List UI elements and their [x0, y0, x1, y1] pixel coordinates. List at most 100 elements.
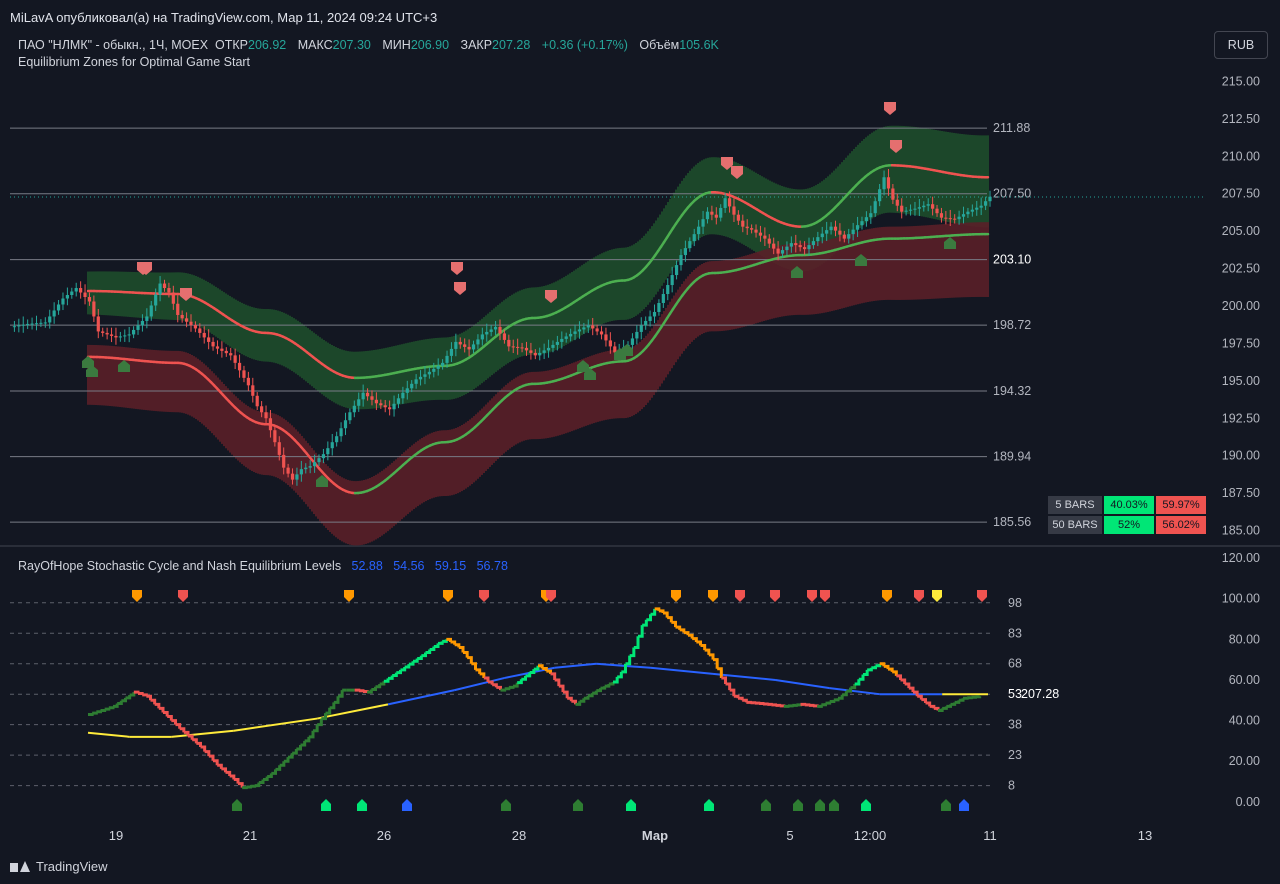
stochastic-step: [279, 761, 286, 767]
candle-body: [820, 233, 824, 238]
stochastic-step: [829, 699, 836, 703]
stochastic-step: [200, 745, 207, 752]
candle-body: [860, 221, 864, 226]
stochastic-step: [117, 700, 123, 706]
nash-line-segment: [316, 703, 389, 720]
stochastic-step: [529, 669, 536, 675]
candle-body: [326, 448, 330, 455]
x-tick-label: 12:00: [854, 828, 887, 843]
candle-body: [900, 205, 904, 212]
cycle-bottom-icon: [793, 799, 803, 811]
candle-body: [776, 248, 780, 254]
stochastic-step: [325, 707, 332, 715]
stochastic-step: [871, 665, 877, 670]
indicator1-title[interactable]: Equilibrium Zones for Optimal Game Start: [18, 55, 251, 69]
stochastic-step: [967, 696, 973, 700]
stochastic-step: [500, 688, 507, 692]
stochastic-step: [488, 680, 494, 685]
candle-body: [193, 325, 198, 329]
stochastic-step: [188, 734, 194, 740]
buy-signal-icon: [944, 237, 956, 249]
stochastic-step: [817, 704, 823, 708]
candle-body: [904, 210, 908, 212]
buy-signal-icon: [577, 360, 589, 372]
stochastic-step: [821, 703, 827, 707]
level-label: 211.88: [993, 121, 1030, 135]
candle-body: [335, 436, 339, 443]
stochastic-step: [171, 719, 177, 725]
y-tick-label: 0.00: [1236, 795, 1260, 809]
sell-signal-icon: [451, 262, 463, 275]
stochastic-step: [208, 754, 215, 761]
stats-down: 59.97%: [1156, 496, 1206, 514]
indicator2-value-2: 54.56: [393, 559, 425, 573]
x-tick-label: 11: [983, 828, 997, 843]
candle-body: [780, 250, 785, 254]
stochastic-step: [421, 652, 427, 658]
candle-body: [714, 214, 718, 218]
stochastic-step: [358, 689, 365, 693]
candle-body: [242, 370, 246, 378]
candle-body: [935, 208, 939, 214]
candle-body: [48, 316, 52, 323]
tradingview-logo-icon: [10, 860, 30, 873]
footer-brand[interactable]: TradingView: [10, 859, 108, 874]
candle-body: [908, 209, 913, 211]
candle-body: [101, 331, 105, 333]
candle-body: [339, 428, 343, 437]
y-tick-label: 187.50: [1222, 486, 1260, 500]
nash-level-label: 98: [1008, 596, 1022, 610]
stochastic-step: [167, 715, 173, 721]
cycle-top-icon: [132, 590, 142, 602]
candle-body: [343, 420, 348, 429]
stochastic-step: [971, 695, 977, 699]
stochastic-step: [121, 697, 127, 703]
candle-body: [767, 238, 771, 244]
stochastic-step: [513, 682, 519, 688]
candle-body: [61, 298, 65, 305]
x-tick-label: 28: [512, 828, 526, 843]
candle-body: [988, 196, 992, 202]
candle-body: [83, 292, 87, 298]
candle-body: [392, 403, 396, 410]
stochastic-step: [254, 782, 261, 788]
indicator2-title[interactable]: RayOfHope Stochastic Cycle and Nash Equi…: [18, 559, 342, 573]
candle-body: [365, 392, 370, 397]
sell-signal-icon: [884, 102, 896, 115]
candle-body: [264, 412, 268, 419]
candle-body: [233, 355, 237, 363]
stochastic-step: [517, 679, 523, 685]
candle-body: [52, 310, 56, 317]
candle-body: [630, 338, 635, 345]
candle-body: [87, 297, 92, 302]
cycle-top-icon: [708, 590, 718, 602]
candle-body: [317, 458, 321, 463]
buy-signal-icon: [791, 266, 803, 278]
stochastic-step: [558, 684, 565, 693]
level-label: 189.94: [993, 450, 1031, 464]
stochastic-step: [396, 669, 402, 675]
candle-body: [401, 392, 405, 399]
candle-body: [388, 407, 392, 410]
symbol-info[interactable]: ПАО "НЛМК" - обыкн., 1Ч, MOEX: [18, 38, 209, 52]
stochastic-step: [863, 669, 869, 677]
candle-body: [171, 292, 175, 304]
candle-body: [507, 339, 511, 347]
sell-signal-icon: [180, 288, 192, 301]
buy-signal-icon: [621, 344, 633, 356]
currency-button[interactable]: RUB: [1214, 31, 1268, 59]
nash-level-label: 68: [1008, 657, 1022, 671]
cycle-top-icon: [479, 590, 489, 602]
candle-body: [855, 225, 860, 230]
candle-body: [758, 232, 763, 236]
stochastic-step: [88, 713, 94, 716]
stochastic-step: [454, 643, 461, 648]
candle-body: [529, 350, 533, 353]
stochastic-step: [796, 703, 802, 707]
candle-body: [882, 177, 886, 190]
candle-body: [260, 406, 264, 413]
stochastic-step: [217, 763, 223, 769]
cycle-top-icon: [932, 590, 942, 602]
stats-row: 5 BARS 40.03% 59.97%: [1048, 496, 1206, 514]
